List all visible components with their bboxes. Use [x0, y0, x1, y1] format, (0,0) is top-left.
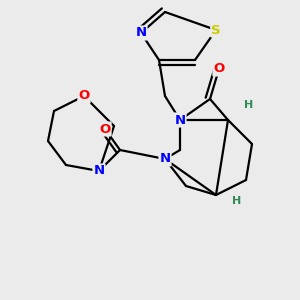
Text: N: N — [174, 113, 186, 127]
Text: O: O — [213, 62, 225, 76]
Text: H: H — [232, 196, 242, 206]
Text: S: S — [211, 23, 221, 37]
Text: O: O — [99, 122, 111, 136]
Text: H: H — [244, 100, 253, 110]
Text: N: N — [159, 152, 171, 166]
Text: N: N — [135, 26, 147, 40]
Text: O: O — [78, 89, 90, 103]
Text: N: N — [93, 164, 105, 178]
